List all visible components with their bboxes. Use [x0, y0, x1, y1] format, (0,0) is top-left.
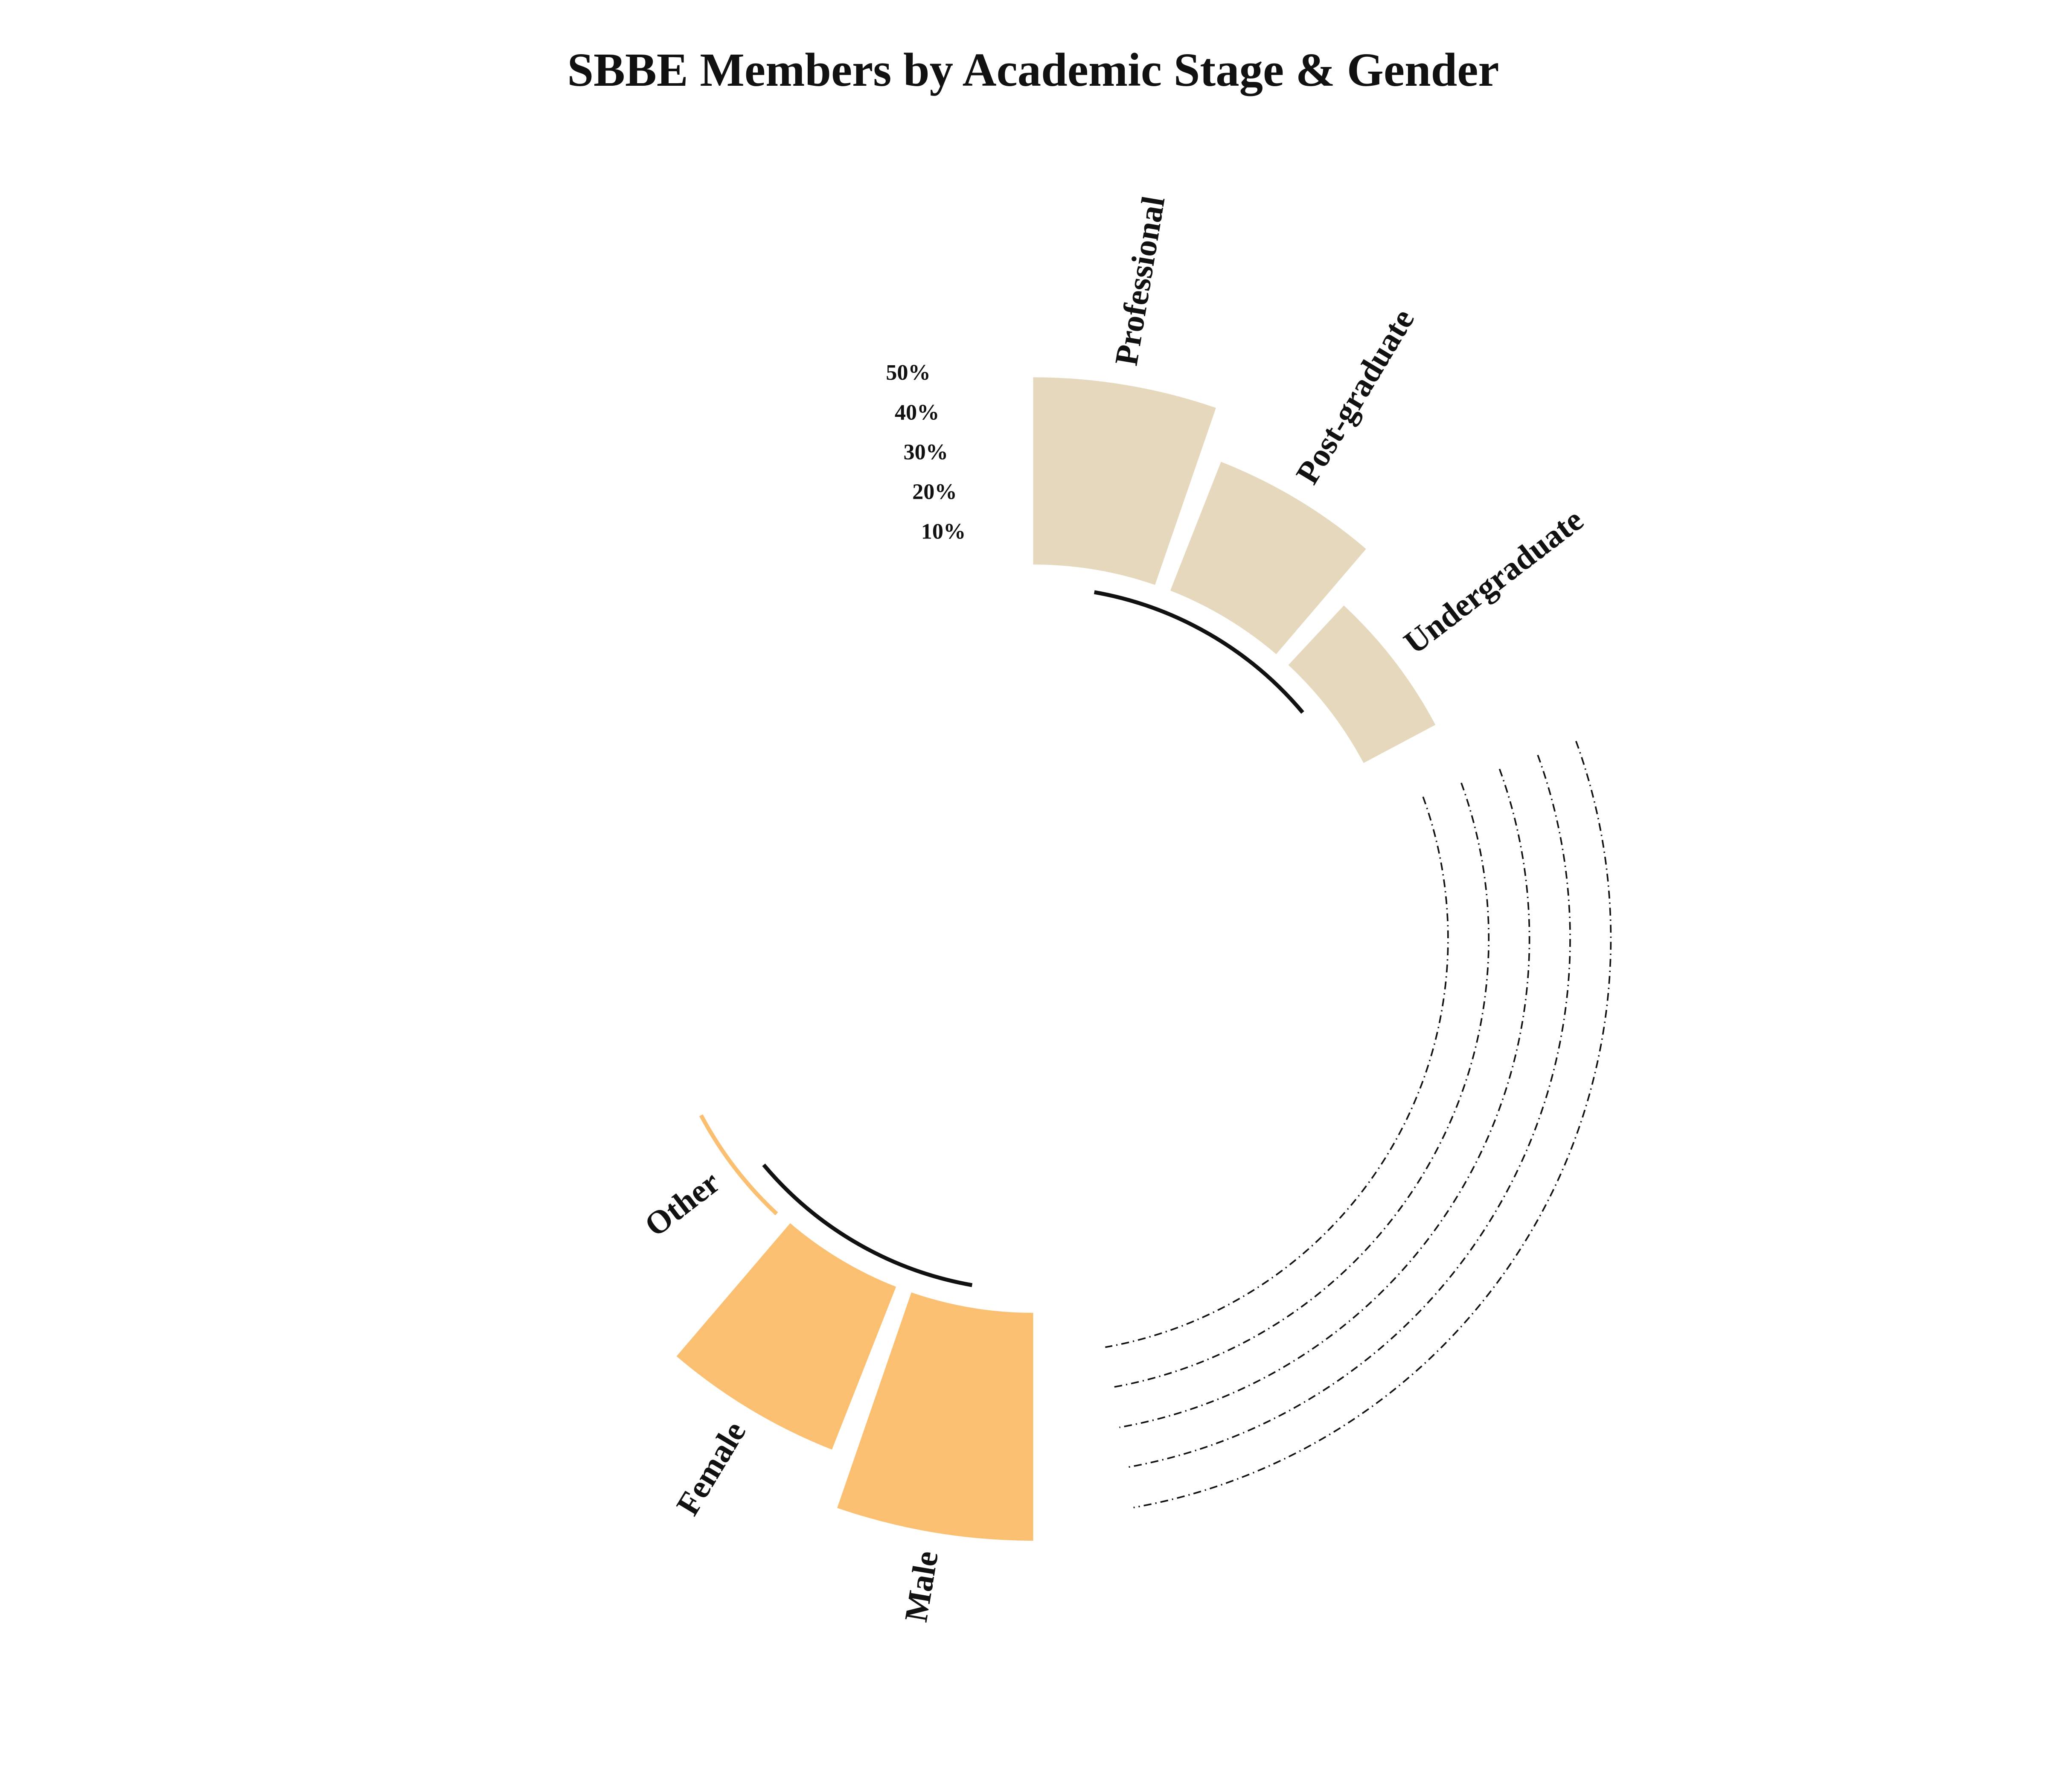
bar — [837, 1292, 1033, 1541]
grid-line — [1133, 741, 1612, 1509]
group-bracket — [1094, 590, 1304, 714]
y-tick-label: 20% — [912, 480, 957, 504]
category-label: Professional — [1108, 194, 1172, 368]
bar — [1033, 377, 1216, 585]
chart-title: SBBE Members by Academic Stage & Gender — [567, 44, 1499, 96]
grid-line — [1126, 754, 1571, 1469]
bar — [1288, 605, 1436, 763]
bar — [699, 1114, 778, 1216]
bar — [676, 1223, 896, 1450]
y-tick-label: 30% — [904, 439, 948, 464]
category-label: Male — [897, 1548, 945, 1624]
category-label: Post-graduate — [1289, 303, 1421, 490]
category-label: Female — [669, 1415, 753, 1521]
y-tick-label: 10% — [921, 519, 966, 544]
category-label: Other — [638, 1164, 727, 1244]
y-tick-label: 50% — [886, 360, 931, 385]
grid-line — [1112, 783, 1490, 1388]
group-bracket — [762, 1164, 973, 1287]
category-label: Undergraduate — [1397, 501, 1590, 661]
grid-line — [1119, 768, 1530, 1428]
grid-line — [1105, 796, 1449, 1348]
bar — [1170, 462, 1366, 655]
y-tick-label: 40% — [895, 400, 940, 425]
